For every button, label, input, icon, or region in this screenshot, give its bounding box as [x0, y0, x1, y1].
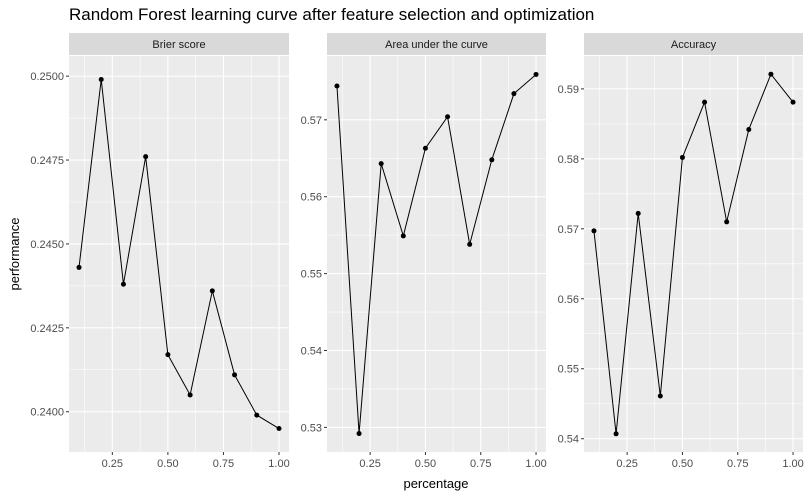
x-tick-label: 0.25 [616, 458, 637, 470]
data-point [187, 392, 193, 398]
y-tick-label: 0.53 [301, 422, 322, 434]
data-point [613, 431, 619, 437]
y-tick-label: 0.55 [558, 364, 579, 376]
data-point [768, 71, 774, 77]
facet-panel-1: Area under the curve 0.53 0.54 0.55 0.56 0.57… [301, 33, 547, 470]
data-point [165, 352, 171, 358]
data-point [746, 126, 752, 132]
data-point [232, 372, 238, 378]
data-point [276, 426, 282, 432]
series-line [593, 73, 794, 434]
x-tick-label: 1.00 [525, 458, 546, 470]
x-tick-label: 1.00 [782, 458, 803, 470]
facet-strip-label: Accuracy [671, 39, 717, 51]
data-point [702, 99, 708, 105]
x-tick-label: 0.25 [359, 458, 380, 470]
y-tick-label: 0.2475 [30, 155, 64, 167]
y-tick-label: 0.2500 [30, 71, 64, 83]
facet-strip [69, 33, 289, 55]
y-tick-label: 0.54 [558, 434, 579, 446]
x-tick-label: 0.75 [213, 458, 234, 470]
data-point [356, 431, 362, 437]
data-point [422, 145, 428, 151]
data-point [76, 264, 82, 270]
facet-panel-2: Accuracy 0.54 0.55 0.56 0.57 0.58 0.59 0.25 0.50… [558, 33, 804, 470]
facet-panel-0: Brier score0.24000.24250.24500.24750.250… [30, 33, 290, 470]
data-point [467, 241, 473, 247]
x-tick-label: 0.75 [727, 458, 748, 470]
data-point [209, 288, 215, 294]
y-tick-label: 0.57 [558, 224, 579, 236]
data-point [400, 233, 406, 239]
panel-background [327, 56, 546, 452]
y-tick-label: 0.59 [558, 84, 579, 96]
data-point [533, 71, 539, 77]
data-point [378, 161, 384, 167]
x-tick-label: 1.00 [268, 458, 289, 470]
x-axis-title: percentage [403, 476, 468, 491]
data-point [489, 157, 495, 163]
y-tick-label: 0.57 [301, 115, 322, 127]
facet-strip [327, 33, 546, 55]
data-point [790, 99, 796, 105]
x-tick-label: 0.50 [157, 458, 178, 470]
y-tick-label: 0.56 [301, 192, 322, 204]
data-point [511, 91, 517, 97]
data-point [635, 210, 641, 216]
facet-strip [584, 33, 803, 55]
y-tick-label: 0.2400 [30, 407, 64, 419]
data-point [724, 219, 730, 225]
y-tick-label: 0.55 [301, 269, 322, 281]
y-tick-label: 0.2450 [30, 239, 64, 251]
x-tick-label: 0.50 [415, 458, 436, 470]
data-point [98, 76, 104, 82]
y-tick-label: 0.58 [558, 154, 579, 166]
data-point [445, 114, 451, 120]
facet-strip-label: Brier score [152, 39, 205, 51]
y-tick-label: 0.56 [558, 294, 579, 306]
data-point [254, 412, 260, 418]
data-point [120, 281, 126, 287]
y-axis-title: performance [7, 218, 22, 291]
y-tick-label: 0.2425 [30, 323, 64, 335]
data-point [143, 154, 149, 160]
series-line [336, 74, 537, 434]
chart-title: Random Forest learning curve after featu… [69, 5, 595, 24]
data-point [334, 83, 340, 89]
y-tick-label: 0.54 [301, 346, 322, 358]
x-tick-label: 0.25 [102, 458, 123, 470]
panel-background [69, 56, 289, 452]
data-point [591, 228, 597, 234]
x-tick-label: 0.50 [672, 458, 693, 470]
x-tick-label: 0.75 [470, 458, 491, 470]
panel-background [584, 56, 803, 452]
series-line [78, 79, 280, 429]
data-point [657, 393, 663, 399]
facet-strip-label: Area under the curve [385, 39, 488, 51]
data-point [679, 154, 685, 160]
